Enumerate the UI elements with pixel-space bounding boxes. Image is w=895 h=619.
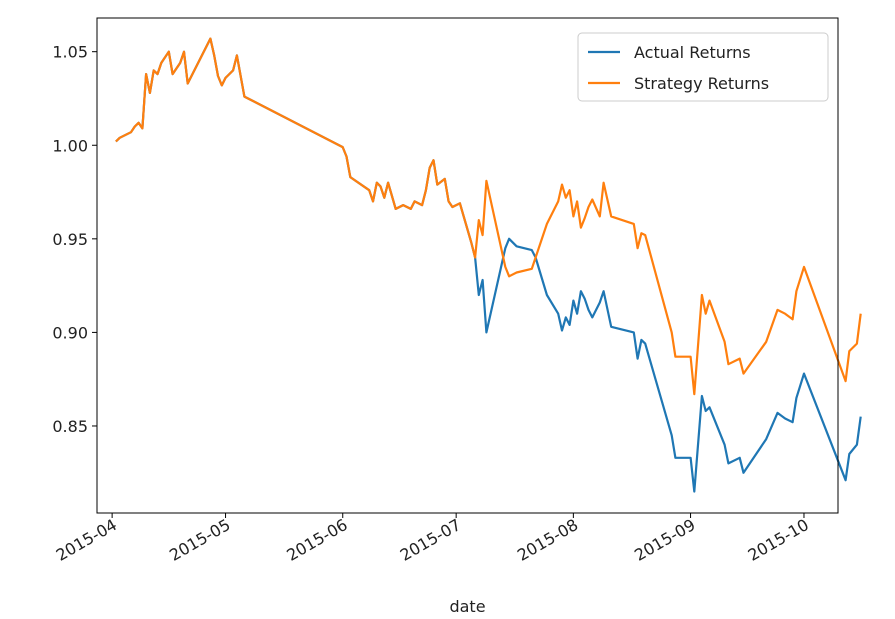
x-tick-label: 2015-08 [514,515,581,565]
x-tick-label: 2015-06 [283,515,350,565]
y-tick-label: 0.90 [52,323,88,342]
x-tick-label: 2015-09 [631,515,698,565]
y-axis: 0.85 0.90 0.95 1.00 1.05 [52,43,97,436]
legend-label-actual-returns: Actual Returns [634,43,751,62]
legend-box [577,32,829,102]
series-line-strategy-returns [115,37,862,396]
y-tick-label: 1.00 [52,136,88,155]
x-axis-label: date [449,597,485,616]
y-tick-label: 0.85 [52,417,88,436]
x-tick-label: 2015-05 [166,515,233,565]
plot-lines [115,37,862,493]
x-axis: 2015-04 2015-05 2015-06 2015-07 2015-08 2015-… [53,513,812,565]
plot-frame [96,17,839,514]
x-tick-label: 2015-10 [745,515,812,565]
legend: Actual Returns Strategy Returns [577,32,829,102]
series-line-actual-returns [115,37,862,493]
y-tick-label: 0.95 [52,230,88,249]
x-tick-label: 2015-07 [397,515,464,565]
legend-label-strategy-returns: Strategy Returns [634,74,769,93]
y-tick-label: 1.05 [52,43,88,62]
x-tick-label: 2015-04 [53,515,120,565]
